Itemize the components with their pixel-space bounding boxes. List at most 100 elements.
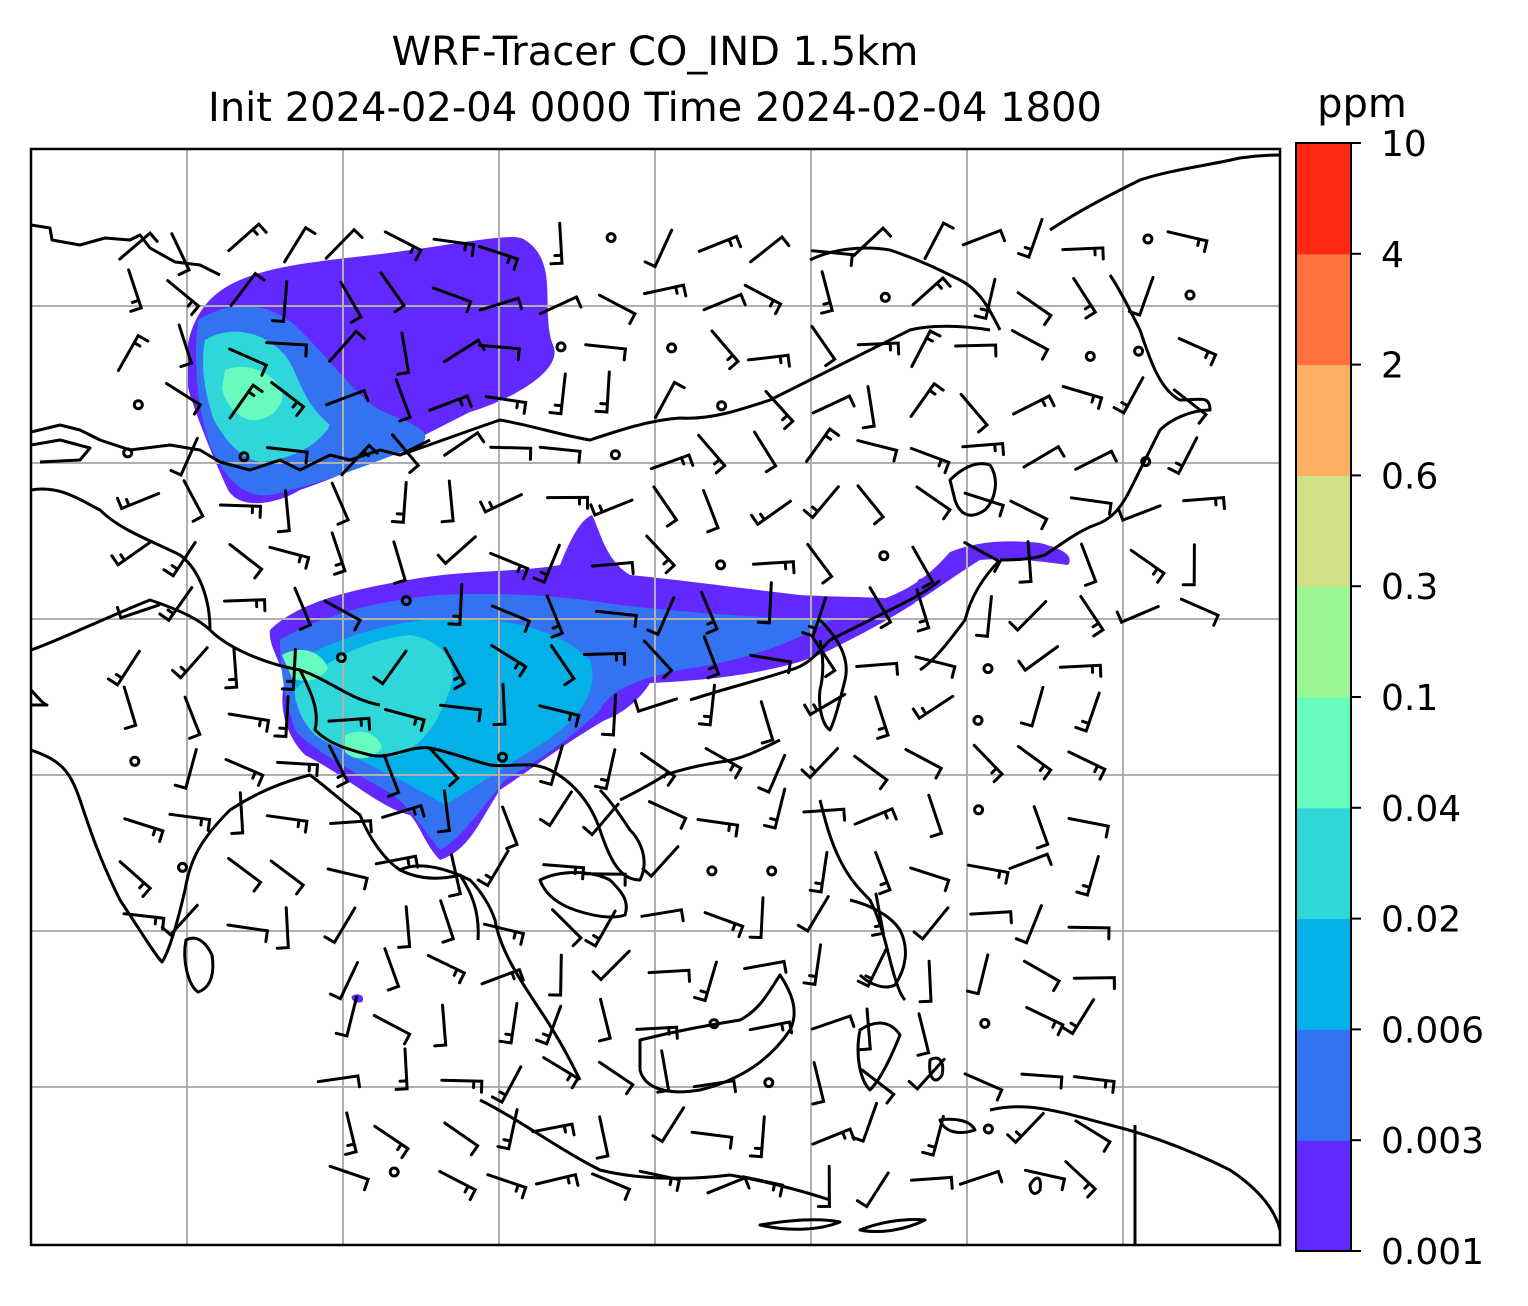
wind-barb xyxy=(496,1108,519,1151)
colorbar-segment xyxy=(1296,1029,1351,1141)
wind-barb xyxy=(856,439,899,463)
gridlines xyxy=(31,149,1280,1245)
wind-barb xyxy=(489,445,533,461)
colorbar-tick-label: 0.001 xyxy=(1381,1232,1484,1273)
wind-barb xyxy=(808,850,829,894)
wind-barb xyxy=(490,604,532,633)
wind-barb xyxy=(165,382,203,416)
wind-barb xyxy=(693,960,718,1003)
wind-barb xyxy=(961,228,1007,247)
colorbar-segment xyxy=(1296,143,1351,255)
wind-barb xyxy=(1022,444,1066,469)
calm-wind-marker xyxy=(708,1018,720,1030)
wind-barb xyxy=(582,651,627,666)
wind-barb xyxy=(116,333,150,372)
colorbar-tick-label: 0.006 xyxy=(1381,1010,1484,1051)
wind-barb xyxy=(280,648,297,692)
wind-barb xyxy=(122,685,138,730)
wind-barb xyxy=(1172,388,1209,425)
calm-wind-marker xyxy=(605,232,617,244)
wind-barb xyxy=(633,697,678,714)
wind-barb xyxy=(224,758,265,787)
wind-barb xyxy=(640,908,685,923)
wind-barb xyxy=(954,343,998,358)
calm-wind-marker xyxy=(238,451,250,463)
wind-barb xyxy=(803,692,847,717)
wind-barb xyxy=(535,1004,563,1046)
colorbar-tick-label: 0.6 xyxy=(1381,456,1438,497)
calm-wind-marker xyxy=(972,714,984,726)
wind-barb xyxy=(230,791,245,835)
wind-barb xyxy=(874,851,892,896)
colorbar-segment xyxy=(1296,807,1351,920)
wind-barb xyxy=(275,906,290,950)
colorbar-tick-label: 4 xyxy=(1381,235,1404,276)
wind-barb xyxy=(158,586,194,623)
wind-barb xyxy=(381,803,426,819)
calm-wind-marker xyxy=(766,865,778,877)
wind-barb xyxy=(548,953,563,997)
wind-barb xyxy=(106,649,141,687)
calm-wind-marker xyxy=(1184,289,1196,301)
wind-barb xyxy=(756,581,773,625)
wind-barb xyxy=(372,1014,412,1046)
colorbar-segment xyxy=(1296,697,1351,809)
wind-barb xyxy=(384,708,426,732)
wind-barb xyxy=(811,394,856,415)
wind-barb xyxy=(383,230,423,262)
wind-barb xyxy=(851,1101,879,1144)
wind-barb xyxy=(168,812,212,832)
wind-barb xyxy=(910,1175,954,1190)
wind-barb xyxy=(436,535,477,566)
wind-barb xyxy=(1061,998,1096,1036)
wind-barb xyxy=(1061,385,1104,410)
wind-barb xyxy=(595,609,638,628)
wind-barb xyxy=(746,353,791,368)
wind-barb xyxy=(697,433,727,475)
colorbar-segment xyxy=(1296,253,1351,366)
wind-barb xyxy=(918,959,933,1004)
wind-barb xyxy=(810,324,837,368)
wind-barb xyxy=(383,947,401,992)
wind-barb xyxy=(910,328,942,368)
wind-barb xyxy=(697,683,716,727)
wind-barb xyxy=(545,594,565,639)
wind-barb xyxy=(532,543,561,585)
wind-barb xyxy=(1058,663,1103,678)
wind-barb xyxy=(1074,1119,1112,1153)
wind-barb xyxy=(396,331,411,376)
wind-barb xyxy=(538,445,582,464)
wind-barb xyxy=(800,747,840,780)
calm-wind-marker xyxy=(1140,456,1152,468)
wind-barb xyxy=(647,968,691,983)
wind-barb xyxy=(1022,959,1062,993)
wind-barb xyxy=(652,485,679,528)
wind-barb xyxy=(1017,217,1044,260)
wind-barb xyxy=(265,341,309,358)
wind-barb xyxy=(382,753,401,798)
calm-wind-marker xyxy=(1133,345,1145,357)
wind-barb xyxy=(293,586,313,631)
wind-barb xyxy=(1019,685,1045,728)
wind-barb xyxy=(589,498,634,517)
wind-barb xyxy=(489,551,530,581)
wind-barb xyxy=(227,221,268,253)
wind-barb xyxy=(169,436,199,477)
wind-barb xyxy=(1067,925,1111,941)
wind-barb xyxy=(373,1124,411,1160)
wind-barb xyxy=(590,560,635,575)
wind-barb xyxy=(539,790,573,828)
wind-barb xyxy=(1074,449,1118,471)
wind-barb xyxy=(391,433,421,474)
colorbar-ticks: 0.001 0.003 0.006 0.02 0.04 0.1 0.3 0.6 2 4 10 xyxy=(1351,124,1484,1273)
wind-barb xyxy=(551,908,584,948)
wind-barb xyxy=(265,814,309,834)
wind-barb xyxy=(219,503,263,519)
wind-barb xyxy=(909,381,945,418)
colorbar-tick-label: 10 xyxy=(1381,124,1427,165)
wind-barb xyxy=(1072,976,1116,991)
wind-barb xyxy=(1177,337,1218,367)
wind-barb xyxy=(963,541,1002,573)
wind-barb xyxy=(327,716,372,731)
